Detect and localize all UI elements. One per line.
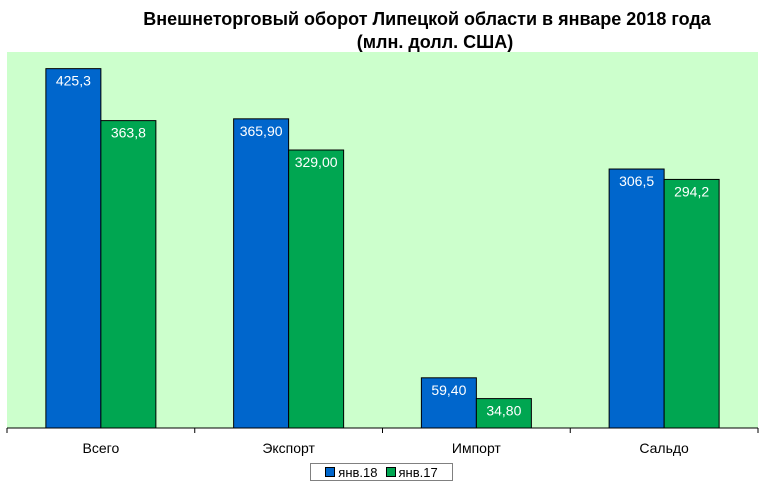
bar-Сальдо-янв.18 bbox=[608, 168, 665, 429]
legend-label-jan18: янв.18 bbox=[338, 464, 378, 480]
chart-title-line1: Внешнеторговый оборот Липецкой области в… bbox=[143, 9, 711, 29]
x-axis: Всего Экспорт Импорт Сальдо bbox=[6, 427, 759, 456]
data-label: 329,00 bbox=[295, 154, 338, 170]
bar-Импорт-янв.17 bbox=[475, 398, 532, 429]
data-label: 59,40 bbox=[431, 382, 466, 398]
data-label: 363,8 bbox=[111, 125, 146, 141]
x-tick-label: Всего bbox=[83, 440, 120, 456]
bar-Всего-янв.17 bbox=[100, 120, 157, 429]
data-label: 425,3 bbox=[56, 73, 91, 89]
data-label: 365,90 bbox=[240, 123, 283, 139]
bar-Сальдо-янв.17 bbox=[663, 178, 720, 429]
data-label: 34,80 bbox=[486, 403, 521, 419]
bar-Экспорт-янв.17 bbox=[288, 149, 345, 429]
x-tick-label: Экспорт bbox=[262, 440, 315, 456]
data-label: 306,5 bbox=[619, 173, 654, 189]
x-tick-label: Импорт bbox=[452, 440, 502, 456]
chart-title: Внешнеторговый оборот Липецкой области в… bbox=[90, 8, 764, 54]
legend-label-jan17: янв.17 bbox=[398, 464, 438, 480]
data-label: 294,2 bbox=[674, 183, 709, 199]
legend: янв.18 янв.17 bbox=[310, 463, 453, 481]
bar-Импорт-янв.18 bbox=[420, 377, 477, 429]
bar-Всего-янв.18 bbox=[45, 68, 102, 429]
legend-item-jan18: янв.18 bbox=[325, 464, 378, 480]
legend-swatch-jan18 bbox=[325, 467, 336, 477]
chart-title-line2: (млн. долл. США) bbox=[356, 32, 514, 52]
legend-swatch-jan17 bbox=[385, 467, 396, 477]
bar-Экспорт-янв.18 bbox=[233, 118, 290, 429]
x-tick-label: Сальдо bbox=[639, 440, 689, 456]
bars-group: 425,3 363,8 365,90 329,00 59,40 34,80 306,5 294… bbox=[45, 68, 720, 429]
legend-item-jan17: янв.17 bbox=[385, 464, 438, 480]
